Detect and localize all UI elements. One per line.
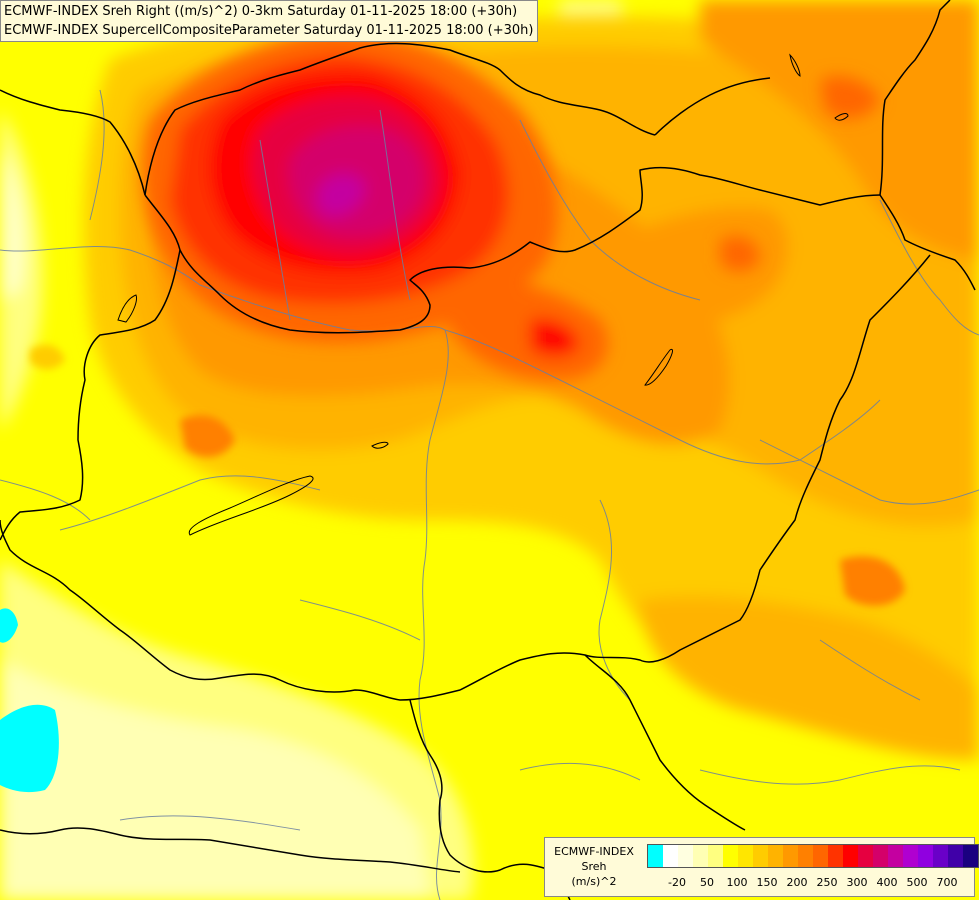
legend-label: 200 — [786, 876, 808, 889]
field-spots — [30, 344, 905, 606]
legend-title-line-2: Sreh — [581, 860, 607, 873]
legend-label: 300 — [846, 876, 868, 889]
legend-swatch — [783, 845, 798, 867]
legend-label: 100 — [726, 876, 748, 889]
legend-swatch — [648, 845, 663, 867]
legend-swatch — [888, 845, 903, 867]
legend-swatch — [663, 845, 678, 867]
map-title-box: ECMWF-INDEX Sreh Right ((m/s)^2) 0-3km S… — [0, 0, 538, 42]
rivers-and-minor-borders — [0, 89, 979, 900]
legend-swatch — [708, 845, 723, 867]
legend-swatch — [768, 845, 783, 867]
legend-swatch — [843, 845, 858, 867]
legend-title-line-3: (m/s)^2 — [571, 875, 617, 888]
legend-swatch — [813, 845, 828, 867]
map-title-line-1: ECMWF-INDEX Sreh Right ((m/s)^2) 0-3km S… — [4, 4, 518, 19]
legend-label: 500 — [906, 876, 928, 889]
legend: ECMWF-INDEX Sreh (m/s)^2 -20 50 100 150 200 2… — [544, 837, 979, 897]
legend-label: 250 — [816, 876, 838, 889]
legend-title: ECMWF-INDEX Sreh (m/s)^2 — [545, 844, 643, 889]
map-title-line-2: ECMWF-INDEX SupercellCompositeParameter … — [4, 23, 534, 38]
legend-swatch — [738, 845, 753, 867]
field-negative-values — [0, 608, 59, 793]
legend-labels: -20 50 100 150 200 250 300 400 500 700 — [647, 876, 977, 890]
legend-swatch — [858, 845, 873, 867]
legend-swatch — [723, 845, 738, 867]
legend-label: 400 — [876, 876, 898, 889]
legend-swatch — [693, 845, 708, 867]
legend-swatch — [948, 845, 963, 867]
legend-label: 700 — [936, 876, 958, 889]
legend-swatch — [828, 845, 843, 867]
legend-label: -20 — [668, 876, 686, 889]
legend-title-line-1: ECMWF-INDEX — [554, 845, 634, 858]
legend-label: 150 — [756, 876, 778, 889]
legend-label: 50 — [700, 876, 714, 889]
legend-swatch — [678, 845, 693, 867]
field-high-values — [142, 30, 880, 380]
legend-color-bar — [647, 844, 979, 868]
legend-swatch — [798, 845, 813, 867]
legend-swatch — [753, 845, 768, 867]
legend-swatch — [903, 845, 918, 867]
lakes — [117, 53, 849, 536]
legend-swatch — [918, 845, 933, 867]
legend-swatch — [933, 845, 948, 867]
legend-swatch — [873, 845, 888, 867]
legend-swatch — [963, 845, 978, 867]
